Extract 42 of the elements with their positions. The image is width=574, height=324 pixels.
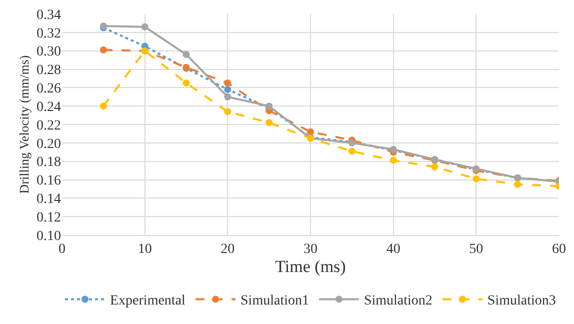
point [100, 46, 107, 54]
point [472, 175, 480, 182]
y-tick-label: 0.20 [36, 136, 61, 152]
y-tick-label: 0.18 [36, 155, 61, 170]
y-tick-label: 0.32 [36, 26, 61, 42]
point [307, 128, 314, 136]
legend-label: Experimental [110, 294, 186, 309]
point [348, 148, 356, 155]
y-tick-label: 0.22 [36, 118, 61, 134]
point [182, 80, 190, 87]
point [141, 23, 148, 30]
point [431, 163, 438, 170]
point [390, 156, 397, 164]
x-tick-label: 50 [469, 242, 484, 257]
y-tick-label: 0.26 [36, 82, 61, 97]
y-tick-label: 0.34 [36, 8, 61, 23]
point [266, 119, 273, 126]
point [224, 108, 232, 116]
point [100, 102, 107, 110]
point [182, 51, 190, 58]
x-tick-label: 40 [386, 242, 400, 257]
x-axis-title: Time (ms) [275, 257, 346, 276]
y-tick-label: 0.30 [36, 44, 61, 60]
y-tick-label: 0.28 [36, 63, 61, 78]
x-tick-label: 30 [304, 242, 318, 257]
y-tick-label: 0.12 [36, 210, 61, 226]
point [224, 86, 232, 94]
point [224, 80, 232, 87]
y-tick-label: 0.14 [36, 192, 61, 208]
point [224, 93, 232, 100]
y-tick-label: 0.24 [36, 100, 61, 115]
y-axis-title: Drilling Velocity (mm/ms) [16, 55, 32, 194]
legend-label: Simulation2 [364, 294, 432, 309]
legend-label: Simulation3 [487, 294, 556, 309]
legend-label: Simulation1 [240, 294, 309, 309]
y-tick-label: 0.16 [36, 174, 61, 189]
y-tick-label: 0.10 [36, 228, 61, 244]
x-tick-label: 0 [58, 242, 66, 257]
x-tick-label: 60 [552, 242, 566, 257]
point [514, 180, 522, 188]
x-tick-label: 10 [138, 242, 152, 257]
x-tick-label: 20 [220, 242, 235, 257]
